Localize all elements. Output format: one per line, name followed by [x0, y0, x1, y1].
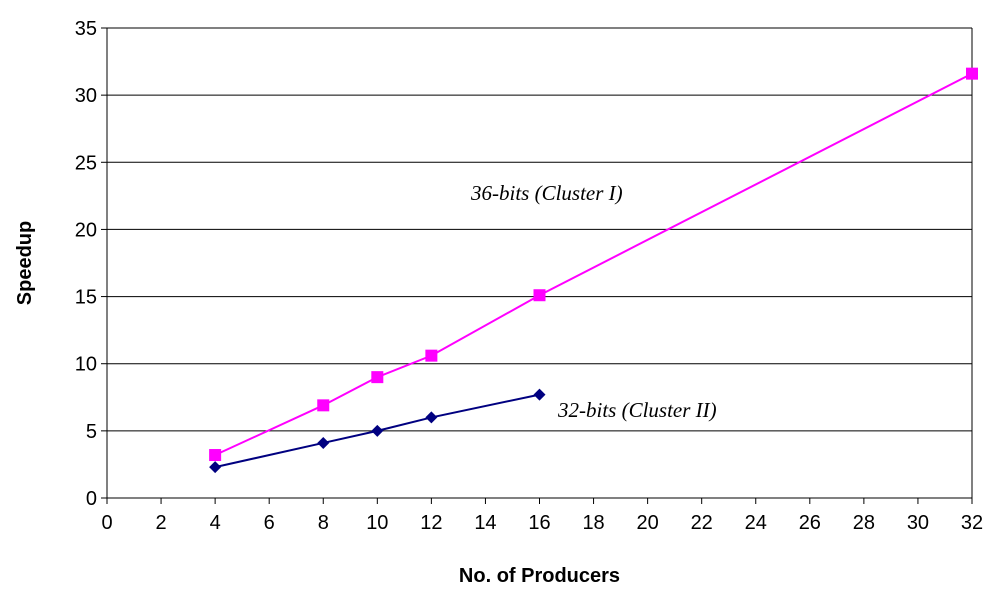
series-1: [209, 388, 546, 474]
x-tick-label-10: 10: [366, 512, 388, 534]
gridlines: [107, 27, 973, 498]
x-tick-label-20: 20: [637, 512, 659, 534]
series-0: [209, 67, 978, 462]
x-tick-label-22: 22: [691, 512, 713, 534]
point-s0-1: [317, 399, 330, 412]
axes: [101, 27, 973, 504]
y-tick-label-0: 0: [86, 488, 97, 510]
y-tick-label-10: 10: [75, 354, 97, 376]
x-tick-label-26: 26: [799, 512, 821, 534]
y-tick-label-30: 30: [75, 85, 97, 107]
x-tick-label-30: 30: [907, 512, 929, 534]
x-tick-label-14: 14: [474, 512, 496, 534]
x-tick-label-28: 28: [853, 512, 875, 534]
x-tick-label-6: 6: [264, 512, 275, 534]
x-tick-label-18: 18: [582, 512, 604, 534]
series-label-cluster-ii: 32-bits (Cluster II): [557, 398, 717, 422]
point-s1-3: [425, 411, 438, 424]
point-s0-0: [209, 449, 222, 462]
y-axis-title: Speedup: [14, 221, 36, 305]
point-s0-5: [966, 67, 978, 80]
y-tick-label-25: 25: [75, 152, 97, 174]
series-line-0: [214, 72, 973, 456]
point-s0-2: [371, 371, 384, 384]
y-tick-label-20: 20: [75, 219, 97, 241]
series-label-cluster-i: 36-bits (Cluster I): [470, 181, 623, 205]
x-axis-title: No. of Producers: [459, 565, 620, 587]
point-s1-1: [317, 436, 330, 449]
x-tick-label-12: 12: [420, 512, 442, 534]
series: [209, 67, 978, 474]
x-tick-label-24: 24: [745, 512, 767, 534]
point-s0-3: [425, 349, 438, 362]
point-s1-4: [533, 388, 546, 401]
x-tick-label-4: 4: [210, 512, 221, 534]
y-tick-label-15: 15: [75, 287, 97, 309]
x-tick-label-2: 2: [156, 512, 167, 534]
point-s1-0: [209, 461, 222, 474]
point-s1-2: [371, 424, 384, 437]
point-s0-4: [533, 289, 546, 302]
x-tick-label-8: 8: [318, 512, 329, 534]
x-tick-label-32: 32: [961, 512, 983, 534]
y-tick-label-5: 5: [86, 421, 97, 443]
x-tick-label-0: 0: [101, 512, 112, 534]
x-tick-label-16: 16: [528, 512, 550, 534]
y-tick-label-35: 35: [75, 18, 97, 40]
